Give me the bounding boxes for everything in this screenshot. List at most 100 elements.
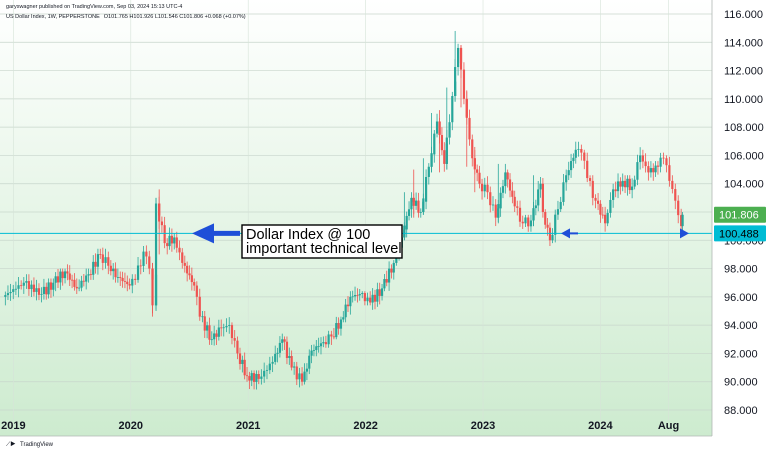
- candle-body: [521, 221, 524, 224]
- candle: [303, 363, 306, 385]
- candle: [476, 164, 479, 182]
- candle: [178, 240, 181, 261]
- candle: [228, 317, 231, 334]
- candle: [556, 200, 560, 220]
- candle-body: [109, 265, 112, 272]
- candle: [109, 260, 112, 276]
- candle: [250, 370, 253, 387]
- candle-body: [104, 257, 107, 263]
- candle-body: [346, 304, 350, 307]
- candle: [17, 277, 20, 298]
- candle-body: [6, 293, 10, 296]
- candle-body: [369, 297, 372, 303]
- candle: [145, 245, 148, 265]
- candle-body: [228, 325, 231, 326]
- x-tick-label: 2020: [119, 420, 143, 432]
- candle-body: [539, 183, 542, 190]
- candle: [430, 113, 433, 173]
- candle: [319, 337, 323, 355]
- candle-body: [483, 184, 486, 192]
- candle: [677, 195, 680, 224]
- candle-body: [594, 197, 597, 201]
- candle-body: [265, 370, 269, 371]
- candle: [293, 361, 296, 375]
- candle-body: [511, 190, 514, 197]
- candle-body: [178, 247, 181, 253]
- candle: [298, 367, 301, 388]
- candle-body: [268, 363, 271, 371]
- x-tick-label: Aug: [658, 420, 679, 432]
- candle: [680, 208, 683, 232]
- candle: [551, 228, 554, 244]
- candle-body: [75, 286, 78, 289]
- candle-body: [448, 122, 451, 138]
- candle: [448, 114, 451, 145]
- candle: [529, 214, 533, 232]
- candle: [614, 181, 617, 198]
- candle-body: [215, 333, 218, 337]
- candle: [483, 177, 486, 198]
- candle-body: [407, 209, 411, 216]
- candle: [604, 206, 607, 232]
- candle: [68, 265, 71, 287]
- candle: [12, 284, 15, 300]
- candle: [112, 263, 115, 280]
- candle-body: [17, 285, 20, 289]
- candle-body: [534, 205, 537, 209]
- candle-body: [12, 289, 15, 292]
- candle: [619, 177, 622, 195]
- candle: [462, 62, 466, 105]
- candle: [337, 317, 340, 335]
- candle-body: [363, 293, 366, 302]
- candle-body: [315, 346, 318, 351]
- candle-body: [636, 162, 639, 180]
- candle-body: [451, 96, 454, 123]
- candle: [601, 206, 604, 219]
- candle-body: [148, 256, 151, 269]
- annotation-line-1: Dollar Index @ 100: [246, 227, 370, 243]
- candle: [390, 264, 393, 279]
- candle: [609, 192, 612, 218]
- candle: [606, 209, 609, 227]
- candle-body: [257, 374, 260, 379]
- candle: [139, 259, 142, 275]
- candle-body: [527, 217, 530, 227]
- y-tick-label: 114.000: [724, 37, 763, 49]
- annotation-box: Dollar Index @ 100 important technical l…: [241, 224, 403, 259]
- candle-body: [213, 333, 216, 340]
- candle-body: [285, 341, 289, 359]
- candle-body: [516, 206, 519, 208]
- candle-body: [278, 342, 282, 353]
- candle: [471, 134, 474, 167]
- candle: [47, 278, 50, 299]
- candle: [574, 141, 577, 164]
- candle: [443, 142, 446, 172]
- candle: [346, 296, 350, 312]
- candle-body: [170, 235, 173, 244]
- candle-body: [293, 366, 296, 368]
- candle: [465, 90, 468, 167]
- candle-body: [73, 279, 76, 287]
- candle-body: [66, 271, 69, 274]
- candle: [82, 273, 85, 287]
- candle: [168, 227, 171, 250]
- candle: [295, 361, 298, 386]
- candle-body: [295, 366, 298, 380]
- candle: [671, 175, 674, 194]
- candle-body: [606, 212, 609, 224]
- candle-body: [298, 373, 301, 380]
- candle-body: [612, 189, 615, 200]
- candle: [201, 311, 204, 323]
- candle-body: [30, 284, 33, 290]
- candle-body: [383, 279, 386, 289]
- candle-body: [445, 143, 448, 164]
- candle: [414, 192, 418, 210]
- candle-body: [427, 166, 430, 177]
- candle-body: [112, 268, 115, 272]
- candle: [363, 291, 366, 306]
- candle-body: [131, 278, 134, 286]
- candle: [378, 282, 381, 305]
- candle-body: [186, 265, 189, 274]
- candle-body: [198, 296, 201, 317]
- candle: [37, 283, 41, 301]
